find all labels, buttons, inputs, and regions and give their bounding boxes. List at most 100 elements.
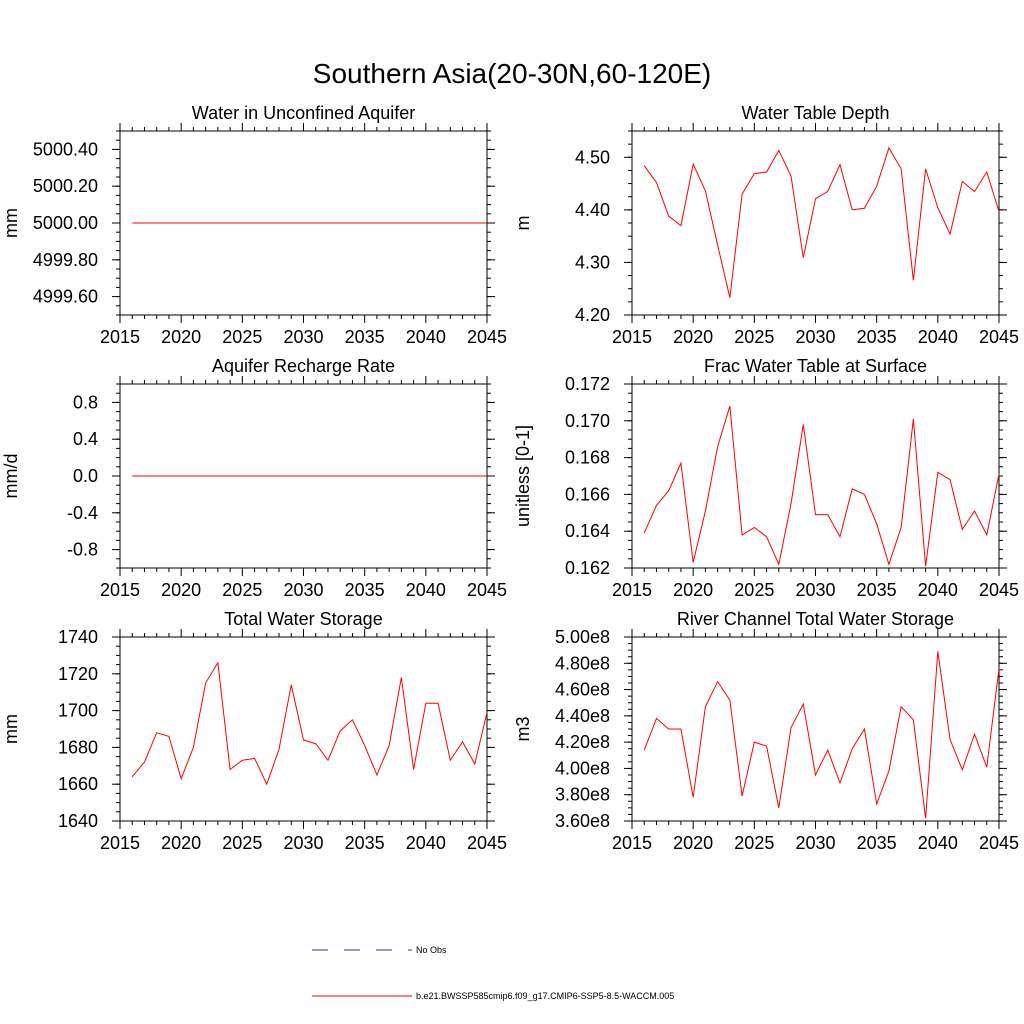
x-tick-label: 2040 — [406, 580, 446, 600]
y-tick-label: 1720 — [58, 664, 98, 684]
y-tick-label: 0.164 — [565, 521, 610, 541]
panel-title: Aquifer Recharge Rate — [212, 356, 395, 376]
x-tick-label: 2020 — [161, 327, 201, 347]
y-tick-label: 1660 — [58, 774, 98, 794]
panel-title: Water in Unconfined Aquifer — [192, 103, 415, 123]
y-tick-label: 3.80e8 — [555, 785, 610, 805]
x-tick-label: 2020 — [161, 833, 201, 853]
x-tick-label: 2015 — [612, 580, 652, 600]
x-tick-label: 2020 — [673, 580, 713, 600]
y-axis-label: mm — [1, 208, 21, 238]
y-tick-label: 0.8 — [73, 392, 98, 412]
x-tick-label: 2015 — [612, 833, 652, 853]
y-tick-label: 0.0 — [73, 466, 98, 486]
x-tick-label: 2040 — [918, 327, 958, 347]
series-line — [131, 661, 488, 786]
panel-4: Frac Water Table at Surface unitless [0-1… — [513, 356, 1019, 600]
y-tick-label: 3.60e8 — [555, 811, 610, 831]
x-tick-label: 2015 — [100, 833, 140, 853]
x-tick-label: 2025 — [734, 580, 774, 600]
y-tick-label: 5000.00 — [33, 213, 98, 233]
panel-title: River Channel Total Water Storage — [677, 609, 954, 629]
y-tick-label: 0.4 — [73, 429, 98, 449]
panel-title: Water Table Depth — [741, 103, 889, 123]
x-tick-label: 2030 — [795, 833, 835, 853]
x-tick-label: 2025 — [222, 580, 262, 600]
y-tick-label: 0.170 — [565, 411, 610, 431]
y-tick-label: 4.60e8 — [555, 680, 610, 700]
x-tick-label: 2035 — [857, 580, 897, 600]
x-tick-label: 2015 — [100, 580, 140, 600]
series-line — [643, 146, 1000, 298]
x-tick-label: 2035 — [857, 327, 897, 347]
legend: No Obs b.e21.BWSSP585cmip6.f09_g17.CMIP6… — [312, 945, 674, 1001]
x-tick-label: 2040 — [918, 580, 958, 600]
x-tick-label: 2015 — [612, 327, 652, 347]
x-tick-label: 2040 — [918, 833, 958, 853]
panel-5: Total Water Storage mm 2015 2020 2025 2030 203… — [1, 609, 507, 853]
x-tick-label: 2025 — [734, 327, 774, 347]
y-tick-label: 1640 — [58, 811, 98, 831]
y-axis-label: unitless [0-1] — [513, 425, 533, 527]
legend-label-model: b.e21.BWSSP585cmip6.f09_g17.CMIP6-SSP5-8… — [416, 991, 674, 1001]
panel-3: Aquifer Recharge Rate mm/d 2015 2020 2025 203… — [1, 356, 507, 600]
y-tick-label: 1680 — [58, 737, 98, 757]
y-tick-label: 4.80e8 — [555, 653, 610, 673]
x-tick-label: 2035 — [857, 833, 897, 853]
y-axis-label: mm — [1, 714, 21, 744]
x-tick-label: 2035 — [345, 833, 385, 853]
x-tick-label: 2020 — [673, 833, 713, 853]
x-tick-label: 2040 — [406, 327, 446, 347]
y-tick-label: 4.40e8 — [555, 706, 610, 726]
x-tick-label: 2045 — [467, 580, 507, 600]
x-tick-label: 2030 — [283, 580, 323, 600]
y-tick-label: 4999.80 — [33, 250, 98, 270]
y-tick-label: 1700 — [58, 701, 98, 721]
y-tick-label: 5000.40 — [33, 139, 98, 159]
y-tick-label: 0.162 — [565, 558, 610, 578]
x-tick-label: 2025 — [222, 833, 262, 853]
x-tick-label: 2020 — [161, 580, 201, 600]
panels: Water in Unconfined Aquifer mm 2015 2020 202… — [1, 103, 1019, 853]
y-tick-label: 4.30 — [575, 252, 610, 272]
x-tick-label: 2030 — [283, 327, 323, 347]
panel-1: Water in Unconfined Aquifer mm 2015 2020 202… — [1, 103, 507, 347]
y-tick-label: -0.8 — [67, 540, 98, 560]
x-tick-label: 2045 — [979, 580, 1019, 600]
y-tick-label: 4.20 — [575, 305, 610, 325]
x-tick-label: 2035 — [345, 580, 385, 600]
x-tick-label: 2030 — [795, 580, 835, 600]
y-tick-label: 4.50 — [575, 147, 610, 167]
y-tick-label: 0.172 — [565, 374, 610, 394]
panel-title: Total Water Storage — [224, 609, 382, 629]
y-tick-label: 1740 — [58, 627, 98, 647]
x-tick-label: 2045 — [467, 327, 507, 347]
x-tick-label: 2025 — [734, 833, 774, 853]
x-tick-label: 2045 — [467, 833, 507, 853]
y-tick-label: 5.00e8 — [555, 627, 610, 647]
panel-2: Water Table Depth m 2015 2020 2025 2030 2035 20… — [513, 103, 1019, 347]
y-tick-label: 4999.60 — [33, 287, 98, 307]
x-tick-label: 2030 — [283, 833, 323, 853]
y-axis-label: m — [513, 216, 533, 231]
x-tick-label: 2045 — [979, 833, 1019, 853]
x-tick-label: 2030 — [795, 327, 835, 347]
series-line — [643, 651, 1000, 819]
x-tick-label: 2015 — [100, 327, 140, 347]
x-tick-label: 2045 — [979, 327, 1019, 347]
figure-title: Southern Asia(20-30N,60-120E) — [313, 58, 711, 89]
legend-label-no-obs: No Obs — [416, 945, 447, 955]
y-axis-label: mm/d — [1, 454, 21, 499]
y-tick-label: 4.40 — [575, 200, 610, 220]
y-axis-label: m3 — [513, 716, 533, 741]
x-tick-label: 2020 — [673, 327, 713, 347]
x-tick-label: 2035 — [345, 327, 385, 347]
panel-title: Frac Water Table at Surface — [704, 356, 927, 376]
y-tick-label: 5000.20 — [33, 176, 98, 196]
y-tick-label: 0.168 — [565, 448, 610, 468]
x-tick-label: 2025 — [222, 327, 262, 347]
y-tick-label: -0.4 — [67, 503, 98, 523]
y-tick-label: 4.20e8 — [555, 732, 610, 752]
